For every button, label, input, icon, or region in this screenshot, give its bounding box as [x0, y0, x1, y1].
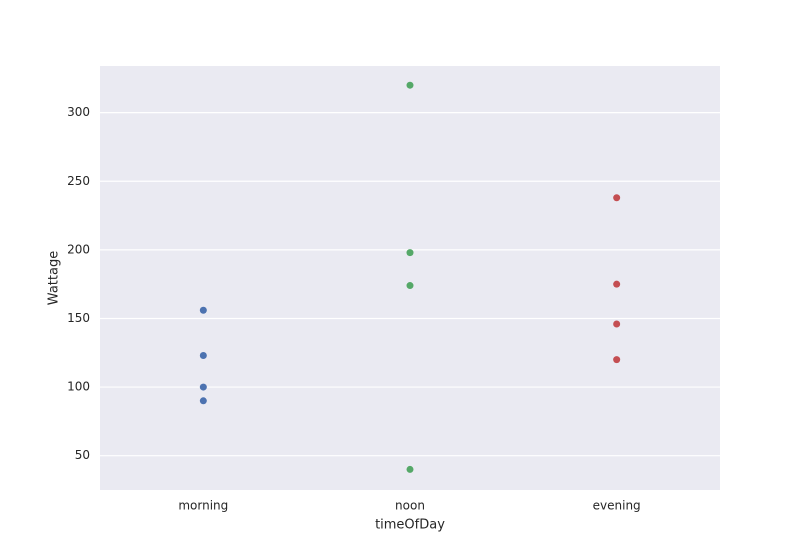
point: [199, 383, 207, 391]
y-tick-label: 50: [75, 448, 90, 462]
y-tick-label: 150: [67, 311, 90, 325]
y-tick-label: 300: [67, 105, 90, 119]
x-tick-label: noon: [395, 499, 425, 513]
point: [199, 306, 207, 314]
y-tick-label: 200: [67, 242, 90, 256]
x-tick-label: morning: [178, 499, 228, 513]
point: [406, 282, 414, 290]
plot-area: [100, 66, 720, 490]
x-axis-label: timeOfDay: [375, 518, 445, 533]
point: [406, 81, 414, 89]
y-tick-label: 100: [67, 380, 90, 394]
point: [406, 249, 414, 257]
point: [613, 194, 621, 202]
point: [199, 352, 207, 360]
point: [199, 397, 207, 405]
point: [613, 280, 621, 288]
point: [613, 320, 621, 328]
point: [406, 465, 414, 473]
x-tick-label: evening: [593, 499, 641, 513]
y-axis-label: Wattage: [47, 251, 62, 305]
y-tick-label: 250: [67, 174, 90, 188]
point: [613, 356, 621, 364]
